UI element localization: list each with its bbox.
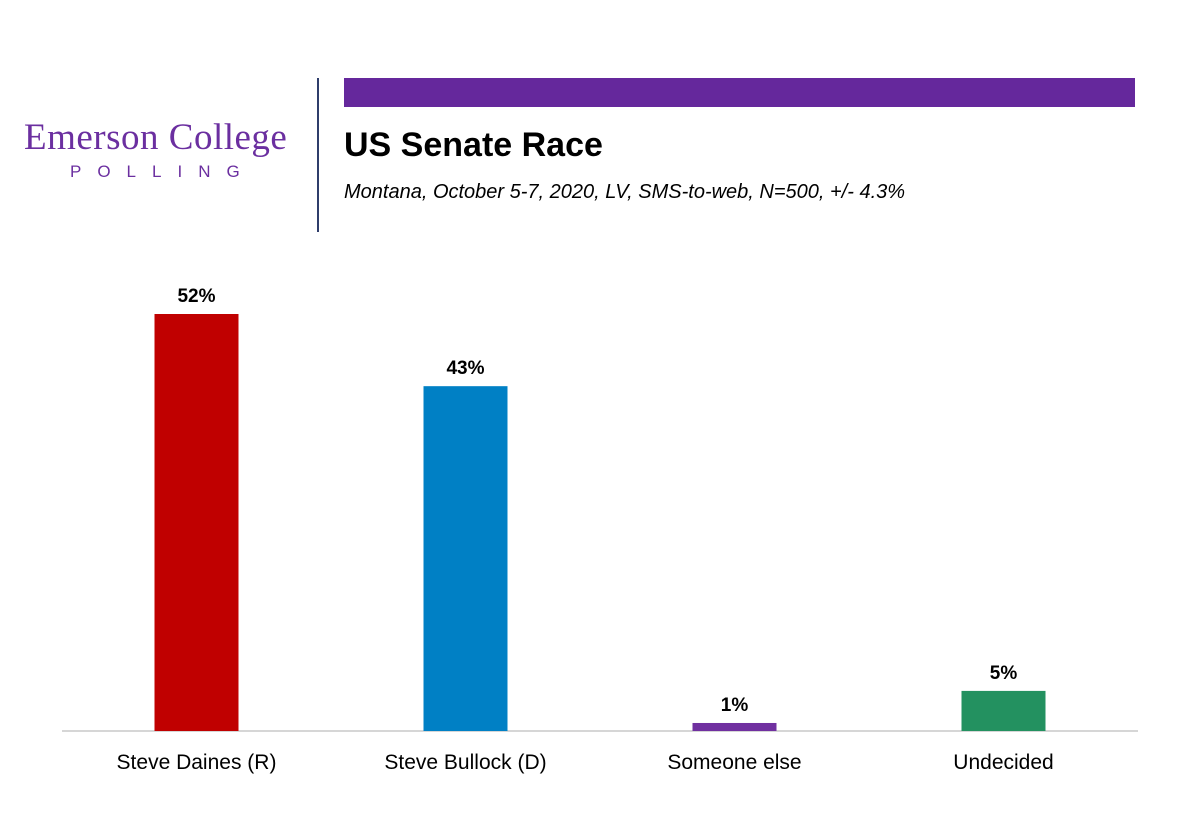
logo-subtitle: POLLING — [70, 162, 256, 181]
data-label-0: 52% — [177, 286, 215, 307]
bar-3 — [961, 690, 1046, 731]
header-divider — [317, 78, 319, 232]
category-label-3: Undecided — [953, 751, 1053, 774]
chart-title: US Senate Race — [344, 126, 603, 164]
chart-subtitle: Montana, October 5-7, 2020, LV, SMS-to-w… — [344, 181, 906, 203]
data-label-2: 1% — [721, 695, 749, 716]
category-label-1: Steve Bullock (D) — [384, 751, 546, 774]
bar-0 — [154, 314, 239, 731]
data-label-3: 5% — [990, 663, 1018, 684]
bar-1 — [423, 386, 508, 731]
data-label-1: 43% — [446, 358, 484, 379]
header-accent-bar — [344, 78, 1135, 107]
bar-2 — [692, 722, 777, 731]
logo-title: Emerson College — [24, 117, 288, 158]
category-label-2: Someone else — [667, 751, 801, 774]
category-label-0: Steve Daines (R) — [117, 751, 277, 774]
